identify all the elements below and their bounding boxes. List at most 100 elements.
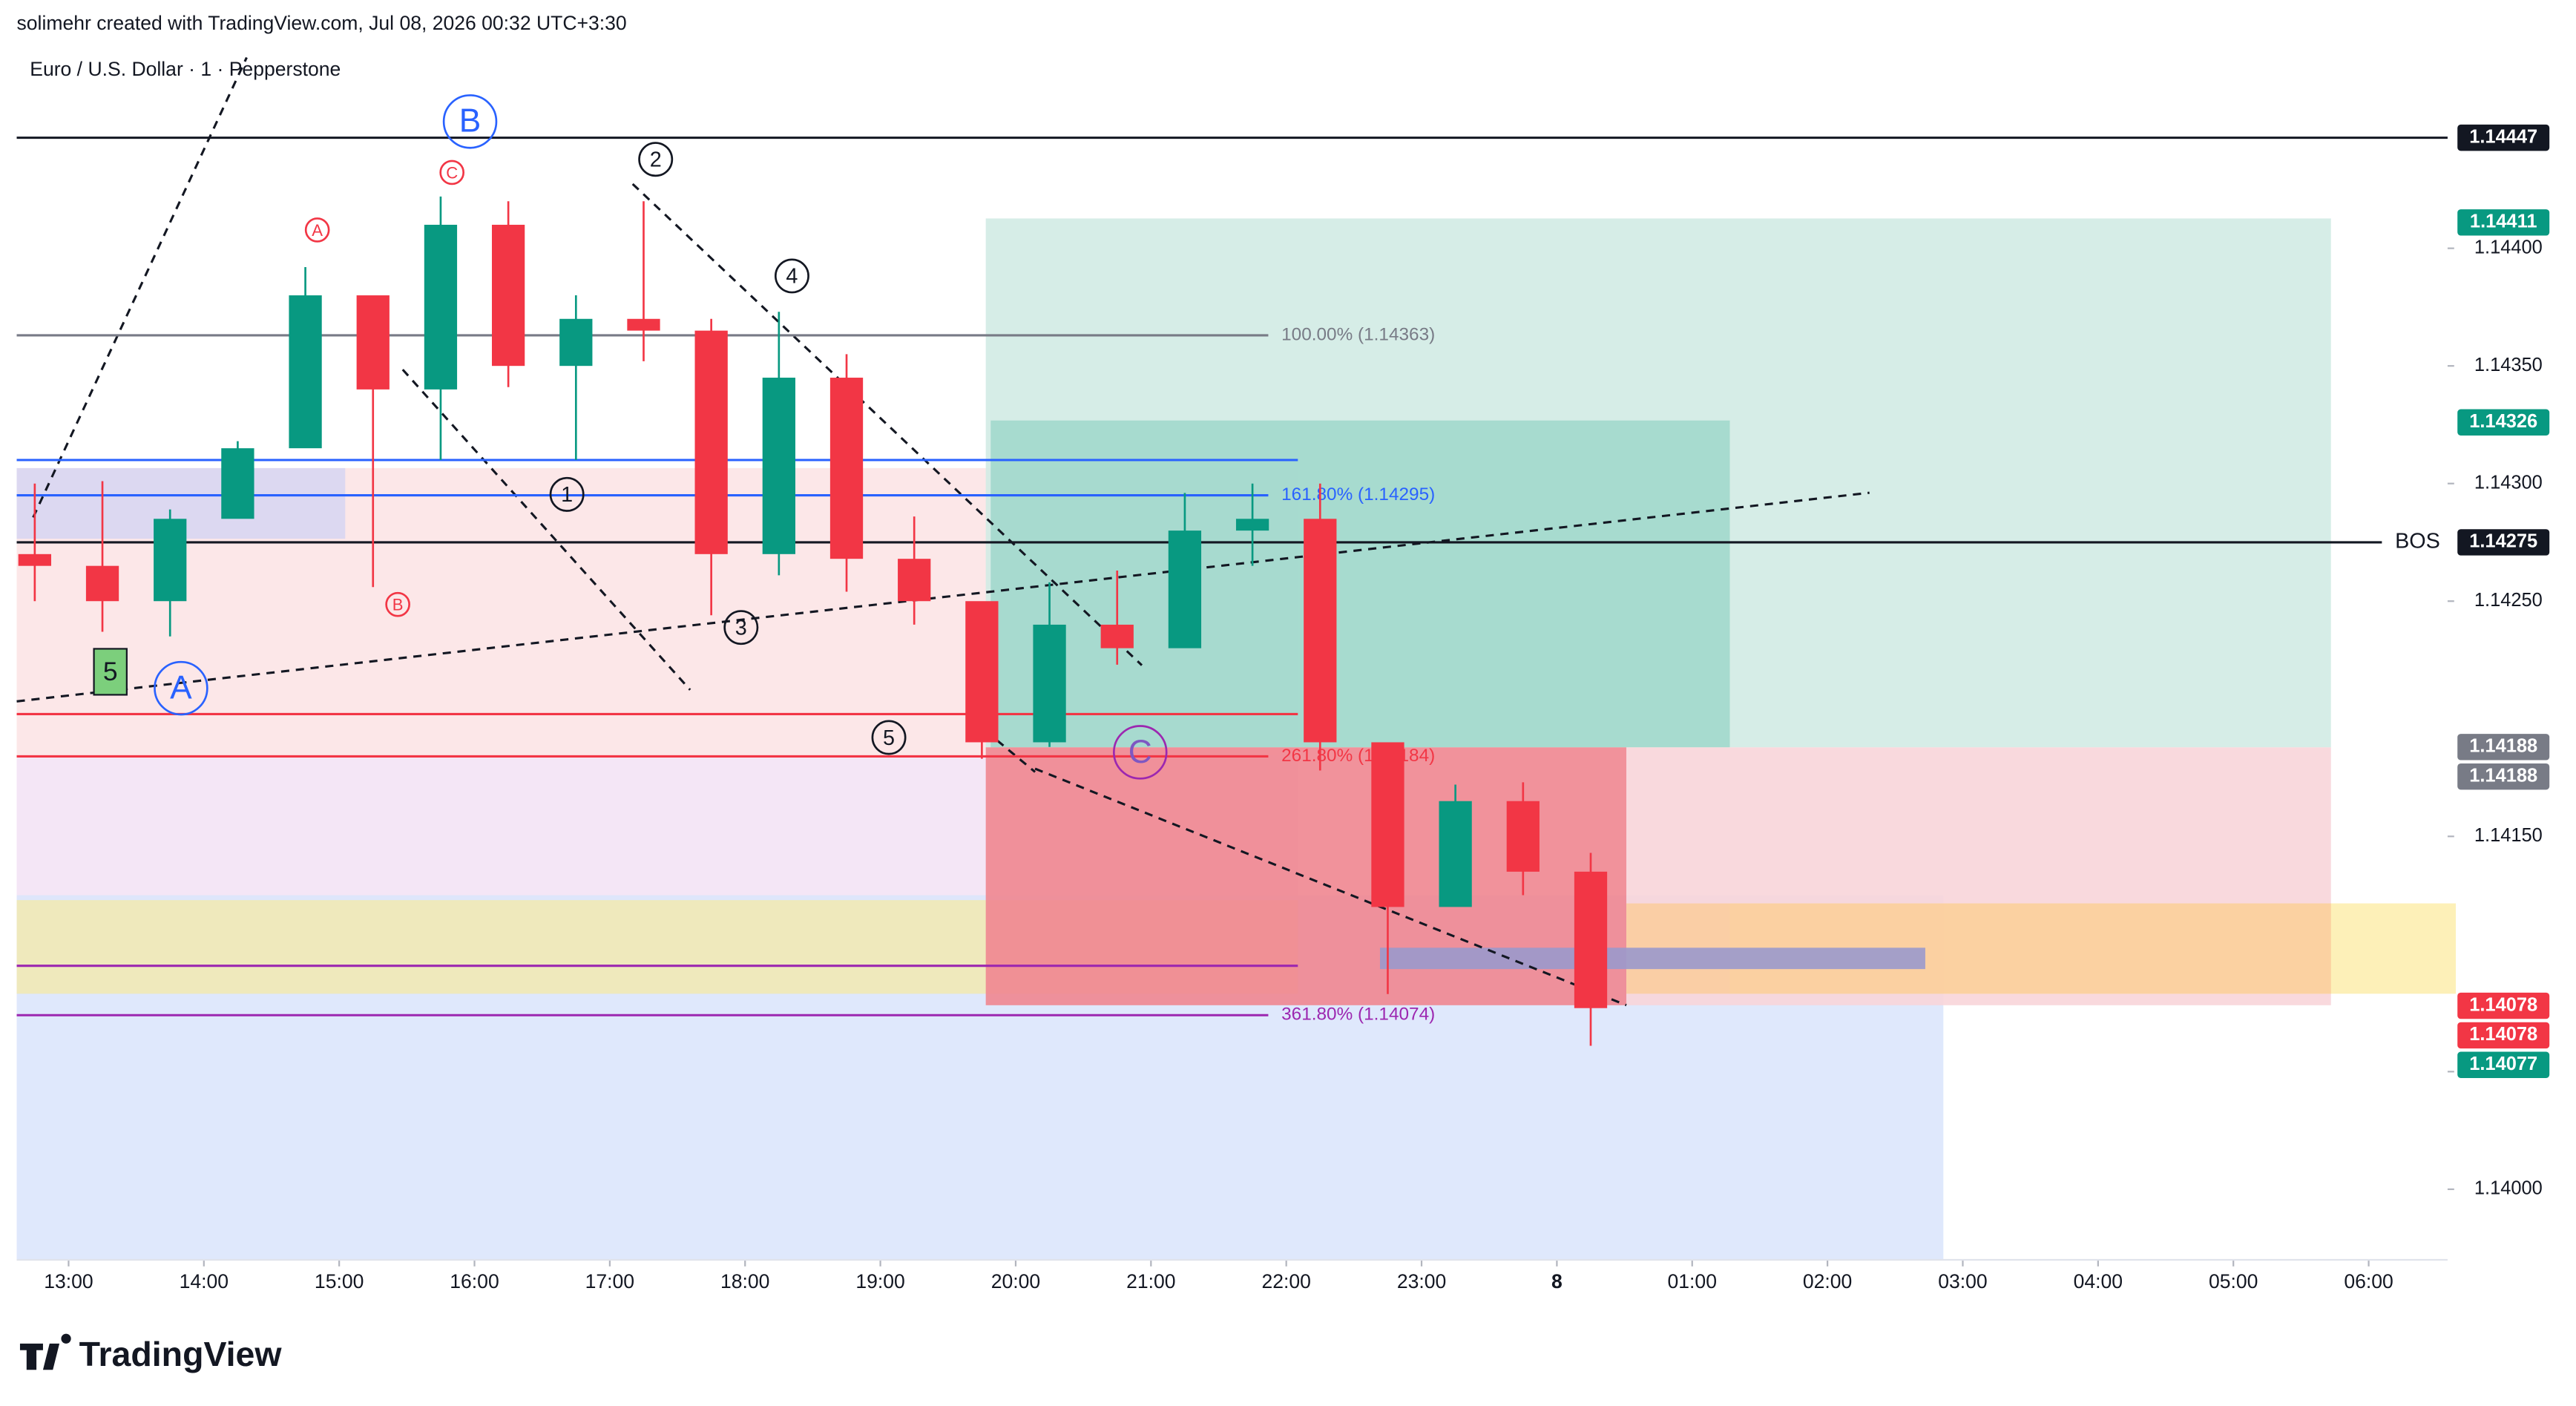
wave-circle [439,160,465,185]
level-label: 261.80% (1.14184) [1281,746,1435,766]
wave-label: 2 [650,148,662,172]
x-tick-label: 04:00 [2074,1270,2123,1292]
wave-label: B [459,103,482,139]
candle-body [1033,624,1066,743]
candle-body [1235,519,1269,531]
y-tick-label: 1.14250 [2474,590,2543,611]
x-tick-label: 14:00 [180,1270,229,1292]
wave-circle [154,660,208,716]
y-tick-label: 1.14350 [2474,355,2543,375]
price-badge [2457,1051,2550,1078]
wave-line [16,491,1870,703]
candle-body [762,378,795,554]
drawings [16,56,2457,1260]
candle-body [1574,871,1608,1008]
x-tick-label: 21:00 [1126,1270,1175,1292]
candle-body [1304,519,1337,743]
x-tick-label: 22:00 [1261,1270,1310,1292]
wave-line [631,183,1143,666]
price-badge-label: 1.14078 [2469,1024,2537,1045]
price-badge-label: 1.14411 [2470,211,2537,231]
wave-label: 3 [735,616,747,640]
candle-body [1100,624,1134,648]
wave-circle [549,476,585,512]
wave-label: B [392,596,404,614]
x-tick-label: 05:00 [2209,1270,2258,1292]
wave-circle [774,258,809,294]
price-badge-label: 1.14188 [2469,765,2537,786]
x-tick-label: 06:00 [2344,1270,2393,1292]
wave-label: 4 [786,265,798,289]
candle-body [1439,801,1472,907]
x-tick-label: 17:00 [585,1270,634,1292]
symbol: Euro / U.S. Dollar · 1 · Pepperstone [30,58,341,80]
x-tick-label: 03:00 [1938,1270,1987,1292]
wave-label: 5 [883,726,895,750]
zone [990,420,1730,748]
y-tick-label: 1.14150 [2474,825,2543,846]
wave-line [985,729,1036,773]
x-tick-label: 01:00 [1668,1270,1717,1292]
x-tick-label: 23:00 [1397,1270,1446,1292]
y-tick-label: 1.14000 [2474,1178,2543,1199]
wave-circle [304,217,330,243]
level-label: 161.80% (1.14295) [1281,484,1435,505]
wave-label: C [1128,734,1152,770]
wave-line [401,369,691,691]
brand: TradingView [79,1335,283,1373]
wave-circle [638,142,674,177]
wave-circle [723,610,759,645]
logo-icon [19,1333,71,1370]
candle-body [221,448,254,519]
wave-line [32,56,248,518]
candle-body [559,318,593,367]
wave-circle [442,94,498,149]
level-label: 100.00% (1.14363) [1281,324,1435,344]
wave-line [1034,767,1627,1007]
wave-box [93,648,128,696]
price-badge-label: 1.14078 [2469,994,2537,1015]
x-tick-label: 02:00 [1803,1270,1852,1292]
wave-label: C [446,164,458,183]
x-tick-label: 16:00 [450,1270,499,1292]
price-badge [2457,209,2550,236]
y-tick-label: 1.14400 [2474,237,2543,257]
candle-body [356,295,390,390]
level-label: BOS [2395,530,2440,553]
candle-body [898,559,931,602]
candle-body [1506,801,1540,872]
price-badge [2457,409,2550,436]
wave-label: 5 [103,657,118,686]
candle-body [491,224,525,367]
price-badge [2457,1022,2550,1049]
price-badge-label: 1.14077 [2469,1054,2537,1074]
price-badge [2457,124,2550,151]
plot: 100.00% (1.14363) 161.80% (1.14295) BOS 261… [16,94,2550,1292]
level-label: 361.80% (1.14074) [1281,1005,1435,1025]
price-badge [2457,763,2550,790]
x-tick-label: 15:00 [315,1270,364,1292]
wave-circle [1113,725,1168,780]
wave-circle [385,591,410,617]
candle-body [18,553,51,566]
x-tick-label: 20:00 [991,1270,1040,1292]
x-tick-label: 8 [1551,1270,1563,1292]
candle-body [289,295,322,449]
price-badge-label: 1.14188 [2469,736,2537,757]
price-badge [2457,992,2550,1019]
wave-label: A [170,669,192,706]
wave-label: 1 [561,483,573,507]
x-tick-label: 19:00 [855,1270,904,1292]
x-tick-label: 13:00 [44,1270,93,1292]
price-badge [2457,529,2550,556]
candle-body [627,318,660,331]
price-badge-label: 1.14275 [2469,531,2537,552]
price-badge-label: 1.14326 [2469,411,2537,432]
wave-label: A [312,221,323,240]
wave-circle [871,720,907,755]
zone [1379,947,1925,970]
candle-body [694,330,728,554]
candle-body [85,565,119,602]
